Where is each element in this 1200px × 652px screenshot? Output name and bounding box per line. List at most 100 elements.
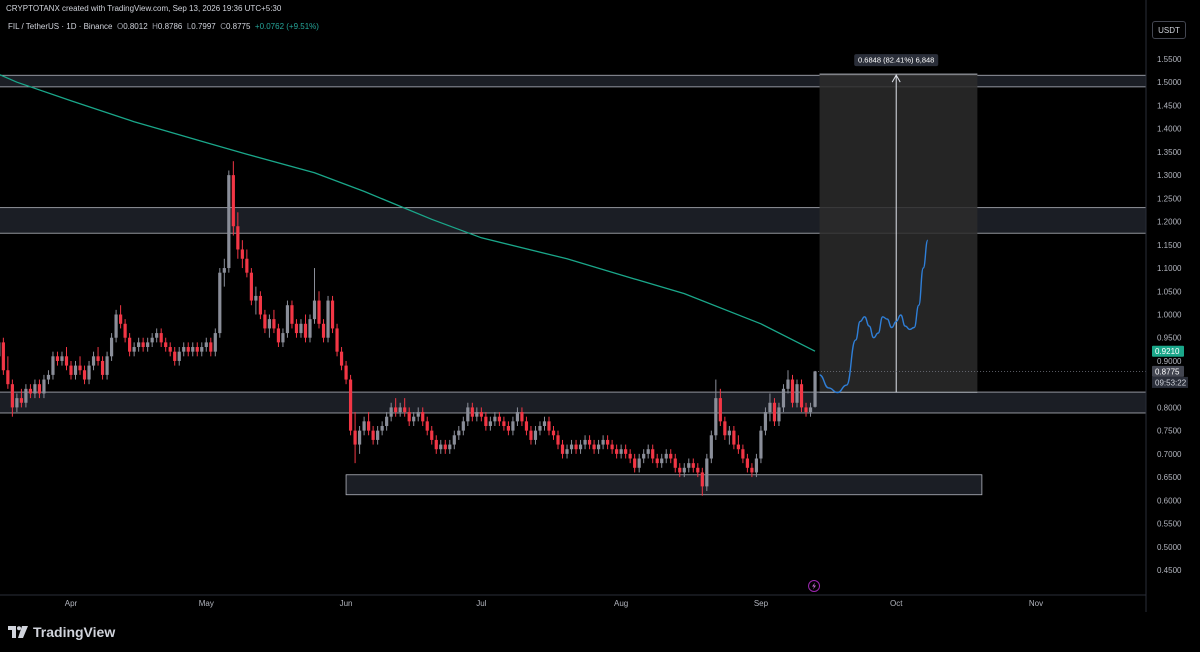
candle-body xyxy=(141,342,145,348)
candle-body xyxy=(664,453,668,459)
candle-body xyxy=(718,398,722,422)
candle-body xyxy=(475,412,479,417)
candle-body xyxy=(407,412,411,422)
candle-body xyxy=(209,342,213,352)
candle-body xyxy=(303,323,308,338)
candle-body xyxy=(37,384,42,394)
candle-body xyxy=(281,333,285,343)
candle-body xyxy=(64,356,69,366)
candle-body xyxy=(231,175,235,227)
ma-price-tag-bg xyxy=(1152,345,1184,357)
y-tick-label: 1.5000 xyxy=(1157,78,1182,87)
y-tick-label: 0.4500 xyxy=(1157,566,1182,575)
candle-body xyxy=(367,421,371,431)
ohlc-open: 0.8012 xyxy=(123,22,148,31)
candle-body xyxy=(191,347,195,352)
x-tick-label: May xyxy=(199,599,214,608)
x-tick-label: Jul xyxy=(476,599,486,608)
price-chart[interactable]: 0.6848 (82.41%) 6,848 1.5500 1.5000 1.4500 1… xyxy=(0,0,1200,612)
candle-body xyxy=(1,342,5,371)
candle-body xyxy=(637,458,641,468)
candle-body xyxy=(502,421,506,426)
candle-body xyxy=(227,175,231,269)
candle-body xyxy=(646,449,650,454)
candle-body xyxy=(344,365,348,380)
candle-body xyxy=(69,365,73,375)
candle-body xyxy=(700,472,704,487)
candle-body xyxy=(790,379,795,403)
candle-body xyxy=(263,314,267,329)
candle-body xyxy=(195,347,199,352)
x-tick-label: Apr xyxy=(65,599,78,608)
candle-body xyxy=(452,435,456,445)
candle-body xyxy=(813,371,817,407)
candle-body xyxy=(123,323,127,338)
candle-body xyxy=(763,412,768,431)
tradingview-logo-icon xyxy=(8,626,28,638)
candle-body xyxy=(772,402,777,422)
x-tick-label: Jun xyxy=(340,599,353,608)
candle-body xyxy=(105,356,109,375)
candle-body xyxy=(727,430,731,436)
candle-body xyxy=(655,458,659,464)
candle-body xyxy=(768,402,772,413)
y-tick-label: 0.5000 xyxy=(1157,543,1182,552)
lightning-icon[interactable] xyxy=(808,580,821,592)
y-tick-label: 0.8000 xyxy=(1157,403,1182,412)
symbol-name[interactable]: FIL / TetherUS · 1D · Binance xyxy=(8,22,113,31)
candle-body xyxy=(497,416,501,422)
candle-body xyxy=(633,458,637,468)
candle-body xyxy=(488,421,492,426)
candle-body xyxy=(348,379,353,431)
candle-body xyxy=(55,356,60,361)
candle-body xyxy=(430,430,434,440)
measure-label-bg xyxy=(854,54,939,67)
candle-body xyxy=(389,407,393,417)
y-tick-label: 1.2500 xyxy=(1157,194,1182,203)
candle-body xyxy=(339,351,344,366)
candle-body xyxy=(168,347,172,352)
candle-body xyxy=(73,365,78,375)
y-tick-label: 0.9500 xyxy=(1157,334,1182,343)
candle-body xyxy=(736,444,740,450)
candle-body xyxy=(412,416,416,422)
candle-body xyxy=(398,407,402,413)
candle-body xyxy=(371,430,375,440)
candle-body xyxy=(732,430,736,445)
y-tick-label: 1.0500 xyxy=(1157,287,1182,296)
candle-body xyxy=(479,412,483,417)
candle-body xyxy=(484,416,488,426)
candle-body xyxy=(448,444,452,450)
currency-button[interactable]: USDT xyxy=(1152,21,1186,39)
candle-body xyxy=(155,333,159,338)
zone-support xyxy=(0,391,1146,414)
candle-body xyxy=(150,337,154,343)
candle-body xyxy=(682,467,686,473)
candle-body xyxy=(506,425,511,431)
candle-body xyxy=(60,356,64,361)
candle-body xyxy=(583,439,587,445)
candle-body xyxy=(146,342,150,348)
tradingview-logo[interactable]: TradingView xyxy=(8,624,115,640)
candle-body xyxy=(678,467,682,473)
y-tick-label: 1.0000 xyxy=(1157,311,1182,320)
candle-body xyxy=(804,407,808,413)
candle-body xyxy=(434,439,438,450)
y-tick-label: 1.3000 xyxy=(1157,171,1182,180)
candle-body xyxy=(421,412,425,422)
candle-body xyxy=(750,467,754,473)
candle-body xyxy=(159,333,163,343)
projection-path xyxy=(819,239,929,394)
candle-body xyxy=(15,398,19,408)
candle-body xyxy=(515,412,520,422)
candle-body xyxy=(470,407,474,417)
candle-body xyxy=(254,295,258,301)
y-tick-label: 0.9000 xyxy=(1157,357,1182,366)
candle-body xyxy=(317,300,321,324)
candle-body xyxy=(132,347,136,352)
last-price-tag: 0.8775 xyxy=(1155,367,1180,376)
candle-body xyxy=(754,458,759,473)
candle-body xyxy=(466,407,470,422)
lightning-icon-ring xyxy=(808,580,821,592)
candle-body xyxy=(78,365,82,371)
